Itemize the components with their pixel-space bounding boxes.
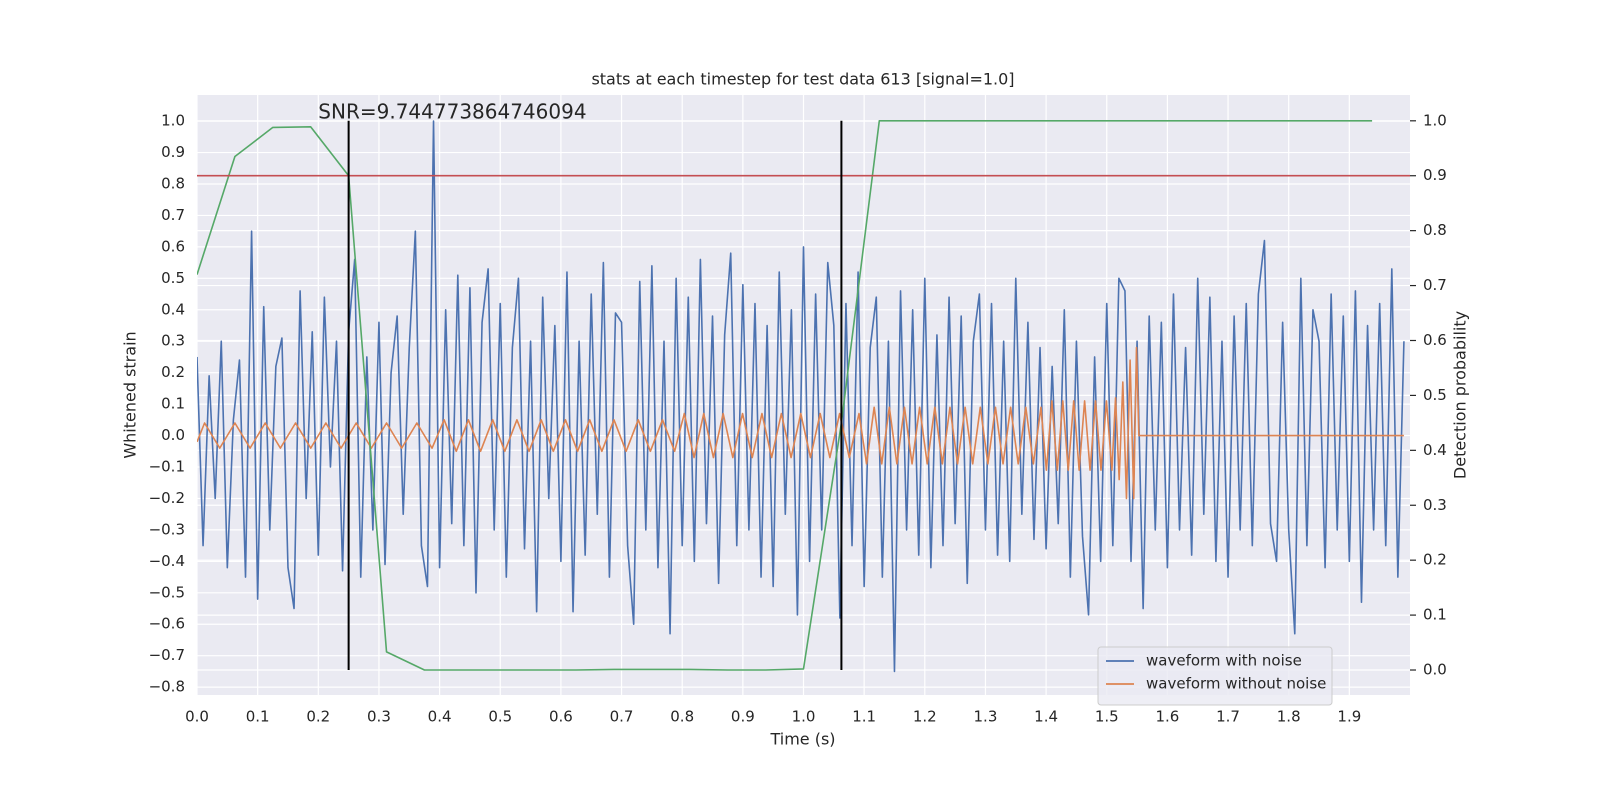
legend-box (1097, 646, 1333, 706)
x-tick-label: 1.7 (1216, 708, 1240, 726)
y2-tick-label: 0.2 (1423, 551, 1447, 569)
x-tick-label: 1.3 (974, 708, 998, 726)
y-tick-label: −0.6 (149, 615, 185, 633)
y-tick-label: 0.7 (161, 206, 185, 224)
y-tick-label: 0.6 (161, 237, 185, 255)
legend: waveform with noise waveform without nois… (1097, 646, 1333, 706)
x-tick-label: 0.4 (428, 708, 452, 726)
y-tick-label: −0.5 (149, 583, 185, 601)
y-tick-label: 0.0 (161, 426, 185, 444)
x-tick-label: 0.8 (670, 708, 694, 726)
y2-tick-label: 0.1 (1423, 606, 1447, 624)
y2-tick-label: 0.0 (1423, 661, 1447, 679)
x-tick-label: 1.2 (913, 708, 937, 726)
series-line (197, 120, 1405, 673)
y2-tick-label: 0.7 (1423, 276, 1447, 294)
y2-tick-label: 0.9 (1423, 166, 1447, 184)
y-tick-label: 0.8 (161, 174, 185, 192)
y2-tick-label: 0.6 (1423, 331, 1447, 349)
y-tick-label: −0.8 (149, 678, 185, 696)
x-tick-label: 0.3 (367, 708, 391, 726)
x-tick-label: 1.6 (1155, 708, 1179, 726)
x-tick-label: 1.5 (1095, 708, 1119, 726)
marks (197, 120, 1410, 673)
x-tick-label: 0.9 (731, 708, 755, 726)
y-axis-label: Whitened strain (121, 331, 140, 458)
x-tick-label: 0.5 (488, 708, 512, 726)
y-tick-label: 0.3 (161, 332, 185, 350)
y-tick-label: 0.5 (161, 269, 185, 287)
chart-title: stats at each timestep for test data 613… (591, 70, 1014, 89)
y2-tick-label: 1.0 (1423, 111, 1447, 129)
legend-label: waveform with noise (1146, 652, 1302, 670)
legend-label: waveform without noise (1146, 675, 1326, 693)
x-tick-label: 1.9 (1337, 708, 1361, 726)
y2-tick-label: 0.4 (1423, 441, 1447, 459)
y-tick-label: 0.1 (161, 395, 185, 413)
y-tick-label: −0.2 (149, 489, 185, 507)
y2-tick-label: 0.8 (1423, 221, 1447, 239)
x-tick-label: 0.7 (610, 708, 634, 726)
x-tick-label: 1.8 (1277, 708, 1301, 726)
x-tick-label: 0.2 (306, 708, 330, 726)
y2-axis-label: Detection probability (1451, 311, 1470, 479)
grid (196, 95, 1410, 695)
annotation: SNR=9.744773864746094 (318, 100, 586, 124)
series-line (197, 120, 1373, 671)
x-tick-label: 1.4 (1034, 708, 1058, 726)
y-tick-label: 0.9 (161, 143, 185, 161)
x-tick-label: 1.1 (852, 708, 876, 726)
x-axis-label: Time (s) (769, 730, 835, 749)
x-tick-label: 1.0 (792, 708, 816, 726)
y-tick-label: 1.0 (161, 112, 185, 130)
y-tick-label: 0.4 (161, 300, 185, 318)
y-tick-label: −0.4 (149, 552, 185, 570)
x-tick-label: 0.0 (185, 708, 209, 726)
x-tick-label: 0.6 (549, 708, 573, 726)
series-line (197, 346, 1404, 500)
y-tick-label: −0.1 (149, 458, 185, 476)
labels: 0.0 0.1 0.2 0.3 0.4 0.5 0.6 0.7 0.8 0.9 1.0 1.1 1.2 1… (149, 100, 1447, 726)
y-tick-label: −0.7 (149, 646, 185, 664)
x-tick-label: 0.1 (246, 708, 270, 726)
y-tick-label: 0.2 (161, 363, 185, 381)
y-tick-label: −0.3 (149, 520, 185, 538)
y2-tick-label: 0.3 (1423, 496, 1447, 514)
y2-tick-label: 0.5 (1423, 386, 1447, 404)
